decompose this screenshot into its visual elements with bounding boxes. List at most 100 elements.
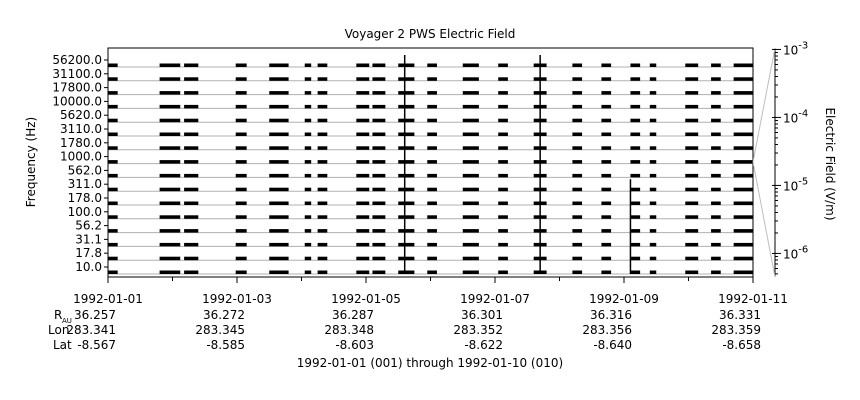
data-bar <box>462 160 479 164</box>
data-bar <box>462 215 479 219</box>
ephemeris-lon-value: 283.352 <box>453 323 503 337</box>
data-bar <box>630 91 641 95</box>
data-bar <box>398 173 415 178</box>
data-bar <box>498 132 508 136</box>
ephemeris-lon-value: 283.356 <box>582 323 632 337</box>
x-tick-label: 1992-01-05 <box>331 292 401 306</box>
data-bar <box>317 229 328 233</box>
data-bar <box>235 173 247 178</box>
data-bar <box>572 77 583 81</box>
data-bar <box>649 77 657 81</box>
data-bar <box>649 104 657 109</box>
data-bar <box>649 242 657 247</box>
data-bar <box>630 63 641 67</box>
data-bar <box>601 215 612 219</box>
data-bar <box>304 63 312 67</box>
data-bar <box>159 132 181 136</box>
data-bar <box>685 201 699 205</box>
ephemeris-r-value: 36.287 <box>332 308 374 322</box>
data-bar <box>159 256 181 261</box>
data-bar <box>317 256 328 261</box>
data-bar <box>356 77 370 81</box>
data-bar <box>649 270 657 274</box>
data-bar <box>498 63 508 67</box>
data-bar <box>356 91 370 95</box>
ephemeris-r-value: 36.257 <box>74 308 116 322</box>
data-bar <box>108 146 118 150</box>
data-bar <box>572 104 583 109</box>
data-bar <box>462 187 479 192</box>
data-bar <box>427 215 437 219</box>
data-bar <box>498 187 508 192</box>
data-bar <box>304 242 312 247</box>
data-bar <box>711 270 721 274</box>
data-bar <box>685 229 699 233</box>
data-bar <box>601 91 612 95</box>
data-bar <box>184 132 199 136</box>
data-bar <box>269 187 289 192</box>
data-bar <box>317 270 328 274</box>
data-bar <box>184 77 199 81</box>
data-bar <box>630 187 641 192</box>
data-bar <box>317 187 328 192</box>
y-tick-label: 56.2 <box>75 219 102 233</box>
data-bar <box>108 187 118 192</box>
data-bar <box>711 63 721 67</box>
data-bar <box>356 215 370 219</box>
data-bar <box>711 160 721 164</box>
data-bar <box>427 118 437 123</box>
data-bar <box>159 173 181 178</box>
data-bar <box>235 256 247 261</box>
data-bar <box>356 256 370 261</box>
data-bar <box>572 215 583 219</box>
data-bar <box>317 201 328 205</box>
data-bar <box>630 173 641 178</box>
data-bar <box>572 270 583 274</box>
data-bar <box>317 118 328 123</box>
data-bar <box>498 160 508 164</box>
data-bar <box>356 242 370 247</box>
y2-axis: 10-6 10-5 10-4 10-3 <box>752 40 808 278</box>
data-bar <box>398 160 415 164</box>
data-bar <box>630 201 641 205</box>
data-bar <box>398 104 415 109</box>
data-bar <box>601 270 612 274</box>
data-bar <box>398 242 415 247</box>
data-bar <box>235 104 247 109</box>
data-bar <box>398 215 415 219</box>
data-bar <box>356 201 370 205</box>
data-bar <box>235 215 247 219</box>
data-bar <box>427 256 437 261</box>
data-bar <box>498 118 508 123</box>
data-bar <box>649 132 657 136</box>
data-bar <box>462 270 479 274</box>
y-tick-label: 1000.0 <box>60 150 102 164</box>
data-bar <box>711 146 721 150</box>
data-bar <box>269 270 289 274</box>
data-bar <box>462 173 479 178</box>
data-bar <box>108 173 118 178</box>
ephemeris-r-value: 36.301 <box>461 308 503 322</box>
data-bar <box>711 201 721 205</box>
data-bar <box>685 104 699 109</box>
data-bar <box>733 160 753 164</box>
data-bar <box>304 201 312 205</box>
data-bar <box>304 118 312 123</box>
data-bar <box>304 77 312 81</box>
data-bar <box>601 160 612 164</box>
data-bar <box>317 242 328 247</box>
data-bar <box>733 104 753 109</box>
data-bar <box>498 146 508 150</box>
y-tick-label: 17800.0 <box>52 81 102 95</box>
data-bar <box>685 160 699 164</box>
data-bar <box>601 63 612 67</box>
data-bar <box>498 242 508 247</box>
data-bar <box>235 91 247 95</box>
data-bar <box>630 77 641 81</box>
data-bar <box>462 77 479 81</box>
data-bar <box>572 132 583 136</box>
data-bar <box>372 256 386 261</box>
data-bar <box>733 242 753 247</box>
data-bar <box>685 91 699 95</box>
data-bar <box>685 256 699 261</box>
